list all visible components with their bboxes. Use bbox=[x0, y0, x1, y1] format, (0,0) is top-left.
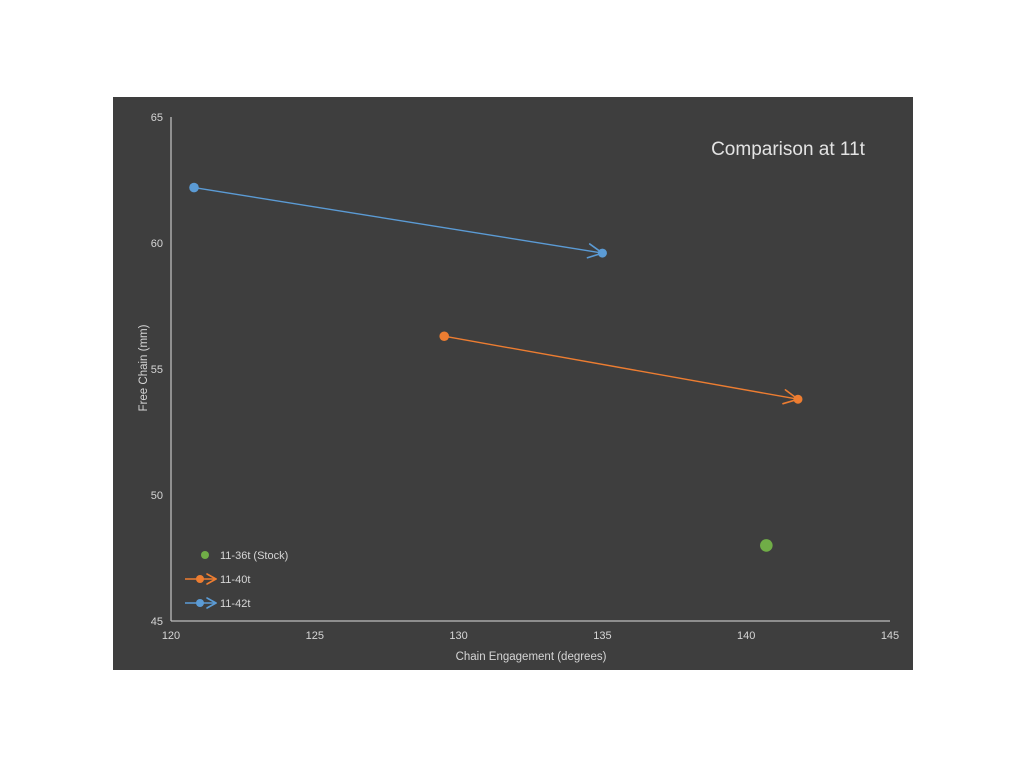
legend-arrowhead bbox=[206, 578, 217, 585]
chart-panel: Comparison at 11t Chain Engagement (degr… bbox=[113, 97, 913, 670]
data-point-marker bbox=[439, 331, 450, 342]
legend-marker-dot bbox=[196, 575, 204, 583]
x-tick-label: 135 bbox=[593, 630, 611, 642]
x-tick-label: 140 bbox=[737, 630, 755, 642]
data-point-marker bbox=[189, 182, 199, 193]
series-line bbox=[444, 335, 799, 400]
x-tick-label: 125 bbox=[306, 630, 324, 642]
legend-label: 11-40t bbox=[220, 574, 250, 586]
y-axis-title: Free Chain (mm) bbox=[138, 324, 150, 411]
y-tick-label: 65 bbox=[151, 112, 163, 124]
x-axis-title: Chain Engagement (degrees) bbox=[456, 651, 607, 663]
y-tick-label: 45 bbox=[151, 616, 163, 628]
series-line bbox=[193, 186, 603, 254]
x-tick-label: 145 bbox=[881, 630, 899, 642]
legend-label: 11-36t (Stock) bbox=[220, 550, 288, 562]
y-tick-label: 50 bbox=[151, 490, 163, 502]
x-tick-label: 120 bbox=[162, 630, 180, 642]
legend-label: 11-42t bbox=[220, 598, 250, 610]
x-tick-label: 130 bbox=[449, 630, 467, 642]
y-tick-label: 55 bbox=[151, 364, 163, 376]
legend-arrowhead bbox=[206, 597, 217, 604]
legend-arrowhead bbox=[206, 602, 217, 609]
legend-marker-dot bbox=[196, 599, 204, 607]
legend-arrowhead bbox=[206, 573, 217, 580]
legend-marker-dot bbox=[201, 551, 209, 559]
chart-svg: Comparison at 11t Chain Engagement (degr… bbox=[138, 112, 899, 663]
data-point-marker bbox=[793, 394, 803, 404]
chart-title: Comparison at 11t bbox=[711, 139, 866, 160]
data-point-marker bbox=[760, 539, 773, 552]
y-tick-label: 60 bbox=[151, 238, 163, 250]
data-point-marker bbox=[597, 248, 607, 258]
